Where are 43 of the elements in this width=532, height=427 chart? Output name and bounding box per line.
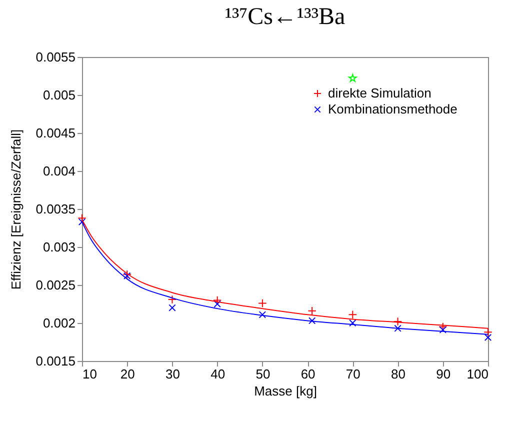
- x-tick-label: 50: [256, 366, 270, 382]
- point: [484, 328, 492, 336]
- point: [258, 298, 267, 308]
- point: [214, 300, 221, 308]
- point: [308, 306, 316, 316]
- legend-label: direkte Simulation: [328, 86, 432, 100]
- legend-label: Kombinationsmethode: [328, 102, 458, 116]
- y-tick-label: 0.0015: [36, 354, 76, 368]
- x-tick-label: 70: [346, 366, 360, 382]
- point: [124, 272, 131, 280]
- y-tick-label: 0.005: [42, 88, 76, 102]
- y-tick-label: 0.0025: [36, 278, 76, 292]
- y-axis-title: Effizienz [Ereignisse/Zerfall]: [8, 129, 24, 290]
- y-tick-label: 0.002: [42, 316, 76, 330]
- point: [122, 270, 132, 279]
- x-tick-label: 100: [466, 366, 488, 382]
- x-tick-label: 60: [300, 366, 316, 382]
- point: [348, 310, 358, 320]
- y-tick-label: 0.0045: [36, 126, 76, 140]
- x-tick-label: 10: [82, 366, 97, 382]
- point: [348, 74, 357, 82]
- point: [78, 218, 86, 226]
- x-tick-label: 80: [391, 366, 406, 382]
- point: [484, 334, 492, 342]
- point: [438, 322, 448, 332]
- point: [394, 324, 402, 332]
- y-tick-label: 0.003: [42, 240, 76, 254]
- x-tick-label: 90: [436, 366, 451, 382]
- point: [308, 317, 316, 324]
- y-tick-label: 0.0055: [36, 50, 76, 64]
- chart-title: ¹³⁷Cs←¹³³Ba: [224, 4, 346, 30]
- point: [168, 295, 177, 304]
- x-axis-title: Masse [kg]: [254, 384, 317, 398]
- point: [393, 317, 402, 326]
- x-tick-label: 20: [120, 366, 135, 382]
- y-tick-label: 0.0035: [36, 202, 76, 216]
- y-tick-label: 0.004: [42, 164, 76, 178]
- point: [439, 326, 446, 334]
- x-tick-label: 30: [165, 366, 180, 382]
- point: [349, 319, 356, 327]
- point: [168, 304, 176, 312]
- point: [258, 311, 266, 318]
- x-tick-label: 40: [210, 366, 226, 382]
